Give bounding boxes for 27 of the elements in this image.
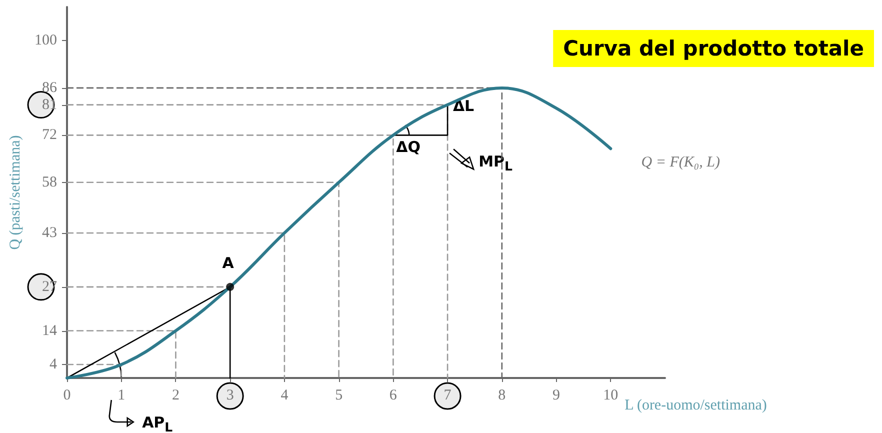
x-axis-title: L (ore-uomo/settimana) [624, 398, 767, 414]
y-tick-label: 58 [42, 174, 57, 190]
x-tick-label: 9 [552, 388, 560, 404]
x-tick-label: 2 [172, 388, 180, 404]
x-tick-label: 7 [444, 388, 452, 404]
x-tick-label: 10 [603, 388, 618, 404]
y-tick-label: 72 [42, 127, 57, 144]
y-axis-title: Q (pasti/settimana) [8, 135, 24, 250]
x-tick-label: 5 [335, 388, 343, 404]
y-tick-label: 100 [34, 32, 57, 49]
x-tick-label: 1 [118, 388, 126, 404]
x-tick-label: 3 [226, 388, 234, 404]
x-tick-label: 8 [498, 388, 506, 404]
text: Curva del prodotto totale [563, 36, 864, 60]
y-tick-label: 86 [42, 80, 58, 96]
x-tick-label: 0 [63, 388, 71, 404]
annotation: A [222, 254, 234, 272]
annotation: MP$_{L}$ [478, 152, 512, 174]
y-tick-label: 43 [42, 224, 57, 241]
x-tick-label: 6 [389, 388, 398, 404]
y-tick-label: 14 [42, 322, 58, 339]
annotation: Q = F(K₀, L) [641, 154, 720, 172]
y-tick-label: 4 [50, 356, 58, 373]
x-tick-label: 4 [280, 388, 289, 404]
annotation: ΔL [452, 97, 474, 116]
annotation: ΔQ [396, 138, 421, 156]
annotation: AP$_{L}$ [142, 414, 173, 433]
